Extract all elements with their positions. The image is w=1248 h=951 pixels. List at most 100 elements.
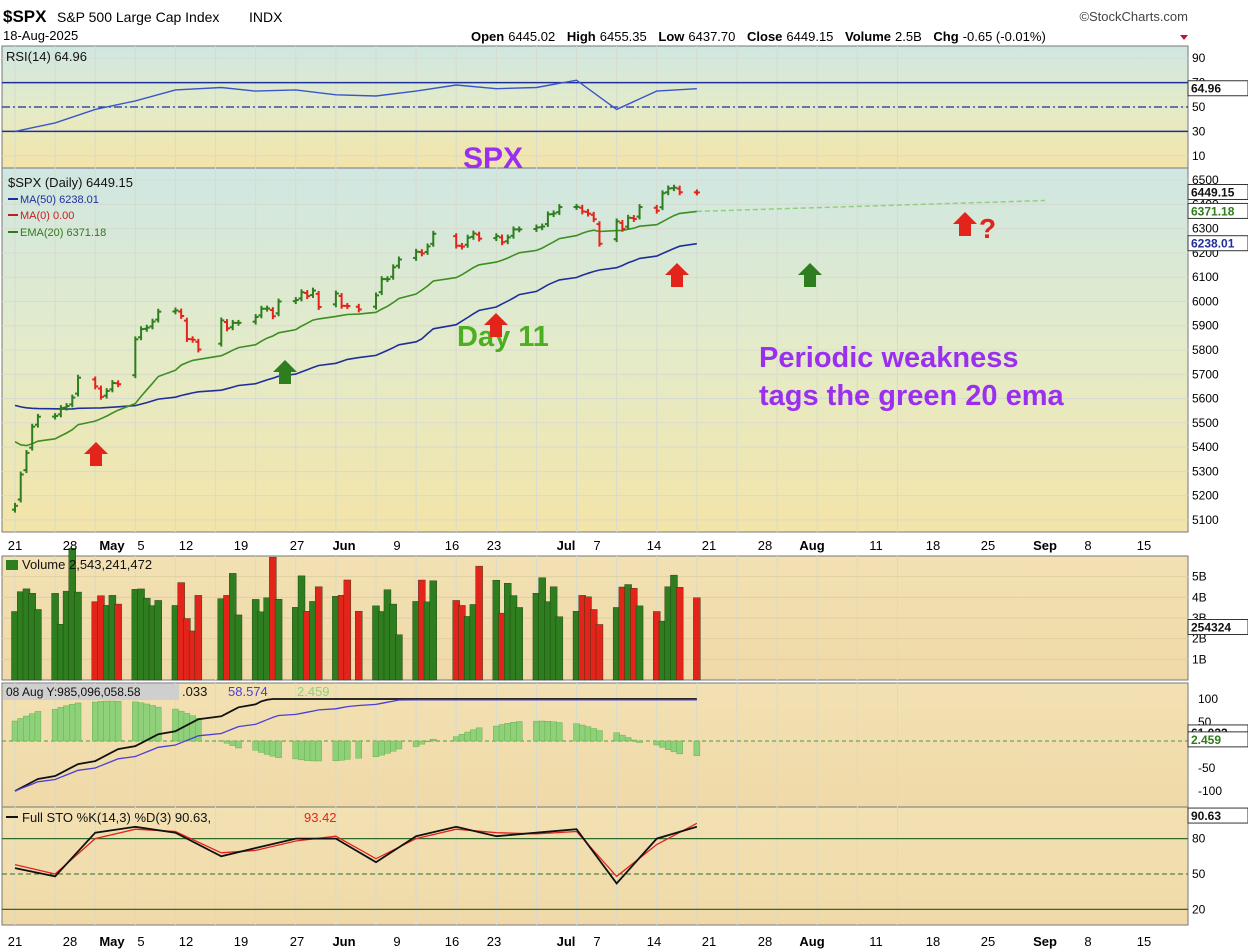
- green-arrow-icon: [798, 263, 822, 287]
- price-tick-label: 5900: [1192, 319, 1219, 333]
- annotation-title: SPX: [463, 142, 523, 175]
- open-label: Open: [471, 29, 504, 44]
- pmo-histogram-bar: [275, 740, 282, 758]
- green-arrow-icon: [273, 360, 297, 384]
- x-tick-label: 9: [393, 538, 400, 553]
- x-tick-label: 28: [758, 934, 772, 949]
- red-arrow-icon: [484, 313, 508, 337]
- sto-k-line: [14, 825, 698, 885]
- pmo-histogram-bar: [538, 720, 546, 742]
- x-tick-label: 27: [290, 934, 304, 949]
- x-tick-label: Jun: [332, 934, 355, 949]
- pmo-histogram-bar: [613, 732, 620, 742]
- x-tick-label: 12: [179, 934, 193, 949]
- x-tick-label: 21: [8, 538, 22, 553]
- pmo-histogram-bar: [195, 717, 202, 742]
- pmo-histogram-bar: [258, 740, 265, 753]
- price-legend: $SPX (Daily) 6449.15: [8, 175, 133, 190]
- price-tick-label: 5400: [1192, 440, 1219, 454]
- pmo-histogram-bar: [252, 740, 259, 751]
- pmo-tick-label: -100: [1198, 784, 1222, 798]
- x-tick-label: 21: [702, 934, 716, 949]
- pmo-histogram-bar: [304, 740, 311, 761]
- x-tick-label: 8: [1084, 538, 1091, 553]
- pmo-histogram-bar: [114, 701, 122, 742]
- pmo-histogram-bar: [109, 700, 116, 742]
- pmo-hist-last-label-box: [1187, 731, 1248, 748]
- ema20-line: [14, 210, 697, 447]
- x-tick-label: Jul: [557, 934, 576, 949]
- annotation-day11: Day 11: [457, 321, 549, 353]
- sto-last-label: 90.63: [1191, 809, 1221, 823]
- price-tick-label: 5600: [1192, 392, 1219, 406]
- volume-value: 2.5B: [895, 29, 922, 44]
- pmo-histogram-bar: [630, 739, 638, 742]
- volume-bar: [194, 595, 203, 681]
- pmo-histogram-bar: [424, 740, 431, 742]
- volume-bar: [355, 610, 363, 681]
- pmo-histogram-bar: [28, 713, 36, 742]
- pmo-histogram-bar: [177, 710, 185, 742]
- pmo-histogram-bar: [418, 740, 426, 745]
- ma-last-label-box: [1187, 235, 1248, 252]
- pmo-histogram-bar: [69, 703, 76, 742]
- index-name: S&P 500 Large Cap Index: [57, 9, 219, 25]
- annotation-question: ?: [979, 213, 996, 244]
- exchange: INDX: [249, 9, 283, 25]
- pmo-histogram-bar: [670, 740, 678, 753]
- volume-bar: [515, 607, 523, 681]
- high-label: High: [567, 29, 596, 44]
- pmo-histogram-bar: [584, 726, 592, 742]
- volume-bar: [395, 634, 403, 681]
- rsi-tick-label: 90: [1192, 51, 1206, 65]
- pmo-histogram-bar: [17, 718, 24, 742]
- pmo-histogram-bar: [590, 728, 597, 742]
- pmo-histogram-bar: [103, 700, 110, 742]
- x-tick-label: 9: [393, 934, 400, 949]
- volume-bar: [635, 605, 644, 681]
- close-value: 6449.15: [786, 29, 833, 44]
- pmo-histogram-bar: [155, 706, 162, 742]
- x-tick-label: 8: [1084, 934, 1091, 949]
- stochastic-legend: Full STO %K(14,3) %D(3) 90.63,: [22, 810, 211, 825]
- x-tick-label: 18: [926, 934, 940, 949]
- symbol: $SPX: [3, 7, 47, 26]
- pmo-histogram-bar: [23, 715, 30, 742]
- stochastic-panel: [1, 806, 1189, 926]
- pmo-histogram-bar: [263, 740, 271, 755]
- pmo-histogram-bar: [34, 711, 42, 742]
- volume-tick-label: 4B: [1192, 590, 1207, 604]
- red-arrow-icon: [665, 263, 689, 287]
- pmo-histogram-bar: [395, 740, 403, 750]
- pmo-histogram-bar: [550, 721, 557, 742]
- pmo-panel: [1, 682, 1189, 808]
- pmo-histogram-bar: [470, 729, 477, 742]
- rsi-legend: RSI(14) 64.96: [6, 49, 87, 64]
- pmo-histogram-bar: [63, 705, 70, 742]
- volume-bar: [114, 603, 122, 681]
- rsi-series: [2, 57, 1188, 157]
- volume-legend-icon: [6, 560, 18, 570]
- rsi-tick-label: 50: [1192, 100, 1206, 114]
- volume-bar: [343, 579, 352, 681]
- pmo-histogram-bar: [544, 721, 552, 742]
- pmo-histogram-bar: [315, 740, 322, 762]
- pmo-histogram-bar: [378, 740, 385, 756]
- rsi-line: [14, 79, 697, 133]
- pmo-histogram-bar: [533, 720, 540, 742]
- pmo-value-3: 2.459: [297, 684, 330, 699]
- pmo-histogram-bar: [355, 740, 362, 759]
- ma-last-label: 6238.01: [1191, 237, 1235, 251]
- pmo-histogram-bar: [372, 740, 380, 757]
- volume-last-label-box: [1187, 619, 1248, 636]
- annotation-note-1: Periodic weakness: [759, 342, 1019, 374]
- ema20-legend: EMA(20) 6371.18: [20, 227, 106, 239]
- x-tick-label: 23: [487, 934, 501, 949]
- volume-bar: [693, 597, 701, 681]
- pmo-histogram-bar: [510, 722, 517, 742]
- volume-bar: [314, 586, 323, 681]
- x-tick-label: Aug: [799, 934, 824, 949]
- x-axis-bottom: 21 28 May 5 12 19 27 Jun 9 16 23 Jul 7 14 21 28 Aug 11 18 2…: [8, 934, 1151, 949]
- price-tick-label: 5800: [1192, 343, 1219, 357]
- x-tick-label: 28: [758, 538, 772, 553]
